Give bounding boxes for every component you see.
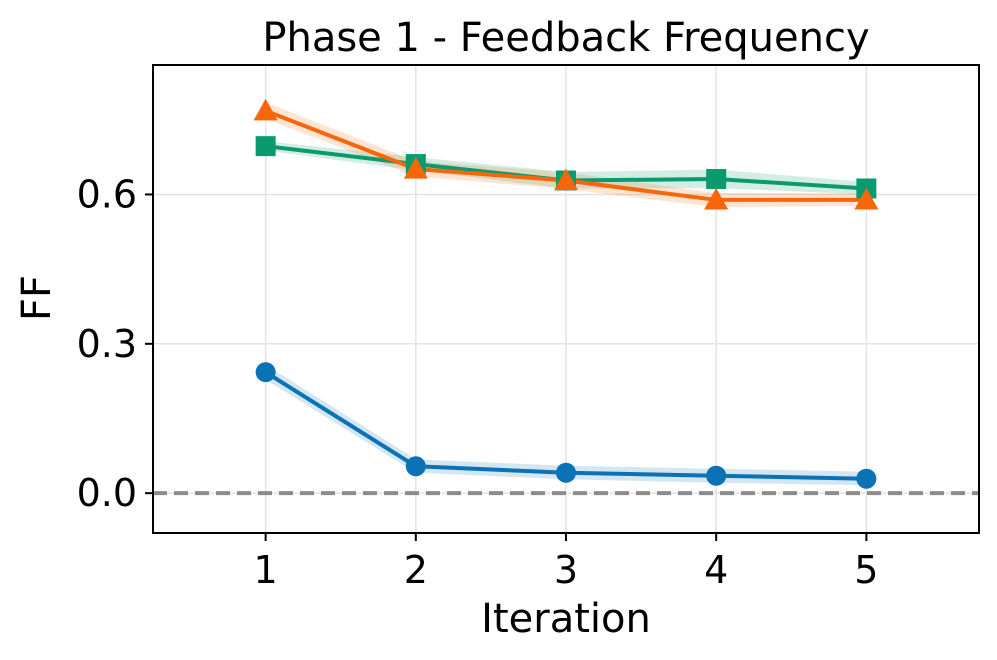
series-markers bbox=[253, 98, 879, 489]
point-series-3 bbox=[253, 98, 278, 121]
x-axis-ticks: 1 2 3 4 5 bbox=[254, 533, 878, 592]
x-tick-label: 3 bbox=[554, 548, 578, 592]
y-tick-label: 0.3 bbox=[77, 322, 137, 366]
band-series-1 bbox=[265, 364, 867, 486]
x-tick-label: 4 bbox=[704, 548, 728, 592]
point-series-2 bbox=[255, 136, 276, 157]
y-axis-ticks: 0.0 0.3 0.6 bbox=[77, 172, 153, 515]
point-series-2 bbox=[706, 169, 727, 190]
point-series-1 bbox=[556, 462, 576, 483]
x-tick-label: 2 bbox=[404, 548, 428, 592]
point-series-1 bbox=[405, 456, 426, 477]
point-series-3 bbox=[704, 187, 729, 210]
point-series-1 bbox=[255, 362, 276, 383]
point-series-3 bbox=[403, 157, 428, 179]
y-tick-label: 0.6 bbox=[77, 172, 137, 216]
y-tick-label: 0.0 bbox=[77, 471, 137, 515]
y-axis-label: FF bbox=[14, 275, 60, 321]
x-tick-label: 5 bbox=[854, 548, 878, 592]
point-series-1 bbox=[856, 468, 877, 489]
point-series-3 bbox=[554, 168, 578, 191]
point-series-1 bbox=[706, 465, 727, 486]
x-axis-label: Iteration bbox=[481, 596, 651, 642]
x-tick-label: 1 bbox=[254, 548, 278, 592]
chart-title: Phase 1 - Feedback Frequency bbox=[262, 15, 869, 61]
point-series-3 bbox=[854, 187, 879, 210]
